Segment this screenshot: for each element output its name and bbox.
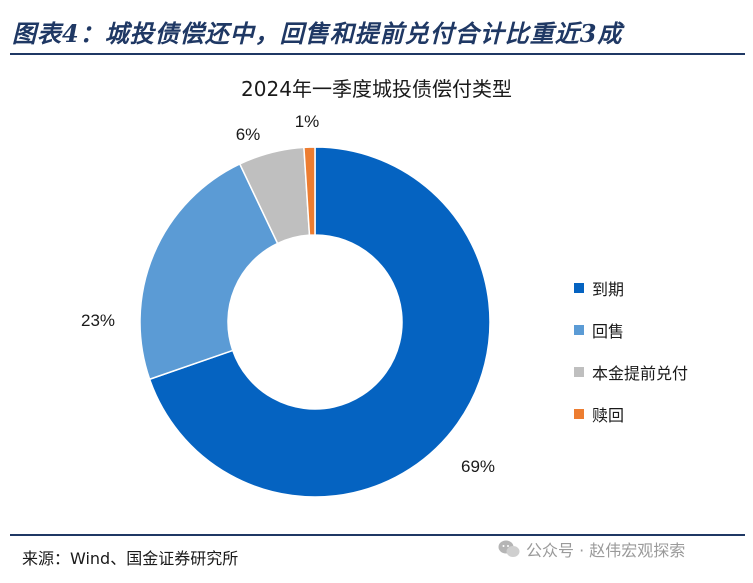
legend-label-call: 赎回 [592, 406, 625, 425]
legend-label-putback: 回售 [592, 322, 625, 341]
bottom-rule [10, 534, 745, 536]
legend-item-call: 赎回 [574, 402, 688, 426]
legend-label-maturity: 到期 [592, 280, 625, 299]
data-label-maturity: 69% [461, 457, 495, 476]
chart-title: 2024年一季度城投债偿付类型 [241, 77, 512, 101]
legend-item-maturity: 到期 [574, 276, 688, 300]
legend-swatch-maturity [574, 283, 584, 293]
data-label-early-redemption: 6% [236, 125, 261, 144]
watermark-text: 公众号 · 赵伟宏观探索 [526, 541, 686, 560]
legend-item-putback: 回售 [574, 318, 688, 342]
wechat-icon [498, 540, 520, 557]
legend-swatch-early-redemption [574, 367, 584, 377]
data-label-putback: 23% [81, 311, 115, 330]
legend: 到期 回售 本金提前兑付 赎回 [574, 276, 688, 444]
legend-item-early-redemption: 本金提前兑付 [574, 360, 688, 384]
data-label-call: 1% [295, 112, 320, 131]
watermark: 公众号 · 赵伟宏观探索 [498, 537, 685, 561]
donut-slice-call [303, 146, 316, 236]
donut-slice-putback [139, 162, 279, 381]
legend-swatch-putback [574, 325, 584, 335]
source-note: 来源：Wind、国金证券研究所 [22, 549, 239, 568]
legend-label-early-redemption: 本金提前兑付 [592, 364, 689, 383]
figure-title: 图表4：城投债偿还中，回售和提前兑付合计比重近3成 [12, 19, 623, 48]
top-rule [10, 53, 745, 55]
donut-slice-maturity [148, 146, 491, 498]
legend-swatch-call [574, 409, 584, 419]
